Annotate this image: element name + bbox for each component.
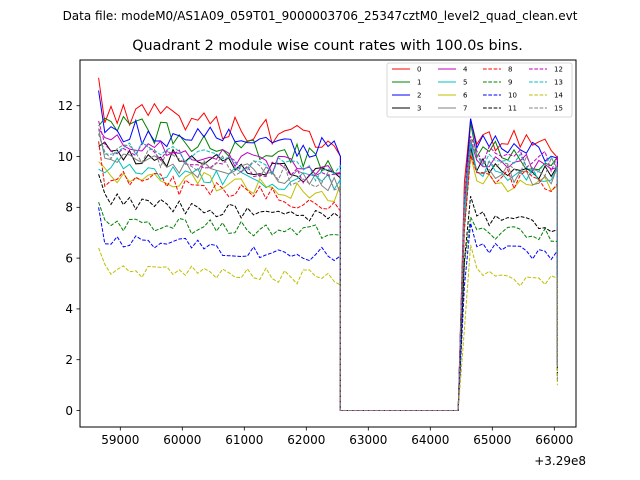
figure-suptitle: Data file: modeM0/AS1A09_059T01_90000037… xyxy=(63,9,578,23)
legend-label-15: 15 xyxy=(554,105,563,113)
series-line-14 xyxy=(98,244,558,411)
legend-label-14: 14 xyxy=(554,92,563,100)
x-tick-label: 65000 xyxy=(473,433,511,447)
plot-area xyxy=(79,59,577,428)
x-tick-label: 59000 xyxy=(101,433,139,447)
series-line-6 xyxy=(98,155,558,411)
series-line-11 xyxy=(98,174,558,411)
series-line-1 xyxy=(98,115,558,411)
y-tick-label: 8 xyxy=(65,201,73,215)
legend-label-13: 13 xyxy=(554,79,563,87)
axes-background xyxy=(80,60,576,427)
series-line-2 xyxy=(98,90,558,411)
series-line-7 xyxy=(98,128,558,411)
legend-label-11: 11 xyxy=(508,105,517,113)
y-axis: 0 2 4 6 8 10 12 xyxy=(58,99,80,418)
y-tick-label: 6 xyxy=(65,251,73,265)
x-axis: 59000 60000 61000 62000 63000 64000 65000 66000 xyxy=(101,427,573,447)
y-tick-label: 2 xyxy=(65,353,73,367)
chart-title: Quadrant 2 module wise count rates with … xyxy=(132,38,523,54)
legend-label-0: 0 xyxy=(417,66,421,74)
legend-label-7: 7 xyxy=(463,105,467,113)
legend-label-6: 6 xyxy=(463,92,468,100)
axes-frame xyxy=(79,59,577,428)
legend-frame xyxy=(386,62,573,118)
legend-label-9: 9 xyxy=(508,79,512,87)
legend-label-10: 10 xyxy=(508,92,517,100)
y-tick-label: 4 xyxy=(65,302,73,316)
series-line-5 xyxy=(98,141,558,411)
legend-label-5: 5 xyxy=(463,79,467,87)
series-line-9 xyxy=(98,202,558,411)
series-line-12 xyxy=(98,120,558,411)
y-tick-label: 12 xyxy=(58,99,73,113)
x-tick-label: 60000 xyxy=(163,433,201,447)
x-tick-label: 63000 xyxy=(349,433,387,447)
legend-label-3: 3 xyxy=(417,105,421,113)
series-lines xyxy=(98,77,558,411)
legend-label-8: 8 xyxy=(508,66,512,74)
series-line-0 xyxy=(98,77,558,411)
legend-label-4: 4 xyxy=(463,66,468,74)
series-line-13 xyxy=(98,133,558,411)
x-tick-label: 64000 xyxy=(411,433,449,447)
x-tick-label: 61000 xyxy=(225,433,263,447)
y-tick-label: 10 xyxy=(58,150,73,164)
series-line-10 xyxy=(98,207,558,411)
legend-label-1: 1 xyxy=(417,79,421,87)
series-line-15 xyxy=(98,133,558,411)
legend-label-2: 2 xyxy=(417,92,421,100)
x-tick-label: 66000 xyxy=(535,433,573,447)
x-offset-text: +3.29e8 xyxy=(534,454,586,468)
x-tick-label: 62000 xyxy=(287,433,325,447)
y-tick-label: 0 xyxy=(65,404,73,418)
series-line-4 xyxy=(98,128,558,411)
legend-label-12: 12 xyxy=(554,66,563,74)
series-line-8 xyxy=(98,141,558,411)
